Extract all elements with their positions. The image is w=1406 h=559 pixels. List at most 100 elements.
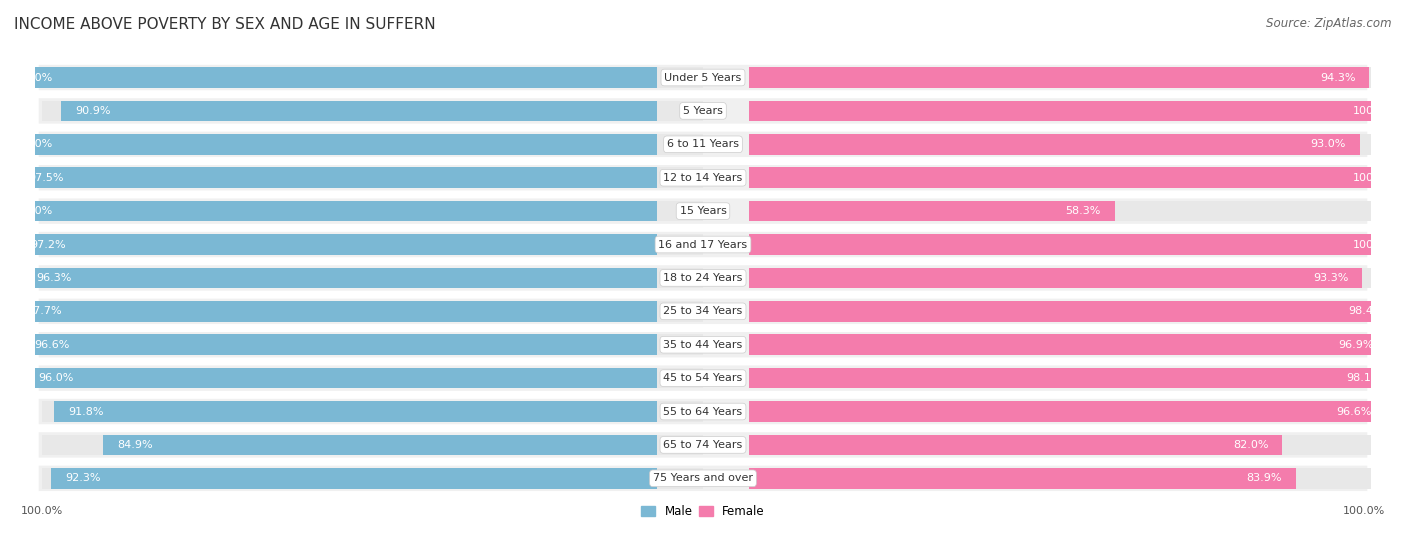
Bar xyxy=(42,401,703,422)
Bar xyxy=(749,167,1406,188)
Text: 96.0%: 96.0% xyxy=(39,373,75,383)
FancyBboxPatch shape xyxy=(39,165,1367,191)
Text: 15 Years: 15 Years xyxy=(679,206,727,216)
Bar xyxy=(42,167,703,188)
Bar xyxy=(749,134,1406,155)
FancyBboxPatch shape xyxy=(39,299,1367,324)
Bar xyxy=(51,468,657,489)
Text: 96.6%: 96.6% xyxy=(35,340,70,350)
Bar xyxy=(749,334,1406,355)
Bar xyxy=(749,301,1399,321)
Text: 96.6%: 96.6% xyxy=(1336,406,1371,416)
Bar xyxy=(749,201,1406,221)
Bar xyxy=(749,67,1369,88)
Bar xyxy=(15,234,657,255)
Bar xyxy=(749,167,1406,188)
Text: 94.3%: 94.3% xyxy=(1320,73,1355,83)
Bar xyxy=(42,234,703,255)
Text: 100.0%: 100.0% xyxy=(10,206,52,216)
Bar xyxy=(749,334,1388,355)
Bar xyxy=(749,234,1406,255)
Bar xyxy=(749,434,1282,455)
Bar xyxy=(42,434,703,455)
Text: 6 to 11 Years: 6 to 11 Years xyxy=(666,139,740,149)
Bar xyxy=(42,468,703,489)
FancyBboxPatch shape xyxy=(39,265,1367,291)
Text: 12 to 14 Years: 12 to 14 Years xyxy=(664,173,742,183)
Text: 90.9%: 90.9% xyxy=(75,106,110,116)
Bar xyxy=(42,67,703,88)
Bar xyxy=(749,301,1406,321)
Legend: Male, Female: Male, Female xyxy=(637,500,769,523)
Text: 96.9%: 96.9% xyxy=(1339,340,1374,350)
Bar xyxy=(749,268,1362,288)
Text: 93.3%: 93.3% xyxy=(1313,273,1348,283)
Text: 92.3%: 92.3% xyxy=(65,473,100,484)
Bar xyxy=(42,134,703,155)
Bar xyxy=(42,201,703,221)
Bar xyxy=(749,201,1115,221)
Bar xyxy=(42,368,703,389)
Bar xyxy=(0,201,657,221)
Bar xyxy=(749,368,1396,389)
Bar xyxy=(749,368,1406,389)
Text: 100.0%: 100.0% xyxy=(1354,239,1396,249)
Text: 18 to 24 Years: 18 to 24 Years xyxy=(664,273,742,283)
FancyBboxPatch shape xyxy=(39,198,1367,224)
Text: 93.0%: 93.0% xyxy=(1310,139,1346,149)
Bar xyxy=(749,268,1406,288)
FancyBboxPatch shape xyxy=(39,65,1367,90)
Bar xyxy=(13,301,657,321)
Bar xyxy=(749,468,1406,489)
Bar xyxy=(749,67,1406,88)
Bar xyxy=(749,401,1406,422)
Text: 84.9%: 84.9% xyxy=(117,440,153,450)
Text: Under 5 Years: Under 5 Years xyxy=(665,73,741,83)
Text: 100.0%: 100.0% xyxy=(1354,106,1396,116)
Bar xyxy=(20,334,657,355)
Text: 100.0%: 100.0% xyxy=(10,73,52,83)
Text: 96.3%: 96.3% xyxy=(37,273,72,283)
Text: 100.0%: 100.0% xyxy=(10,139,52,149)
Bar xyxy=(42,101,703,121)
FancyBboxPatch shape xyxy=(39,366,1367,391)
Bar xyxy=(22,268,657,288)
Text: 100.0%: 100.0% xyxy=(1354,173,1396,183)
Text: 16 and 17 Years: 16 and 17 Years xyxy=(658,239,748,249)
Bar xyxy=(60,101,657,121)
FancyBboxPatch shape xyxy=(39,232,1367,257)
Text: 97.2%: 97.2% xyxy=(31,239,66,249)
Text: INCOME ABOVE POVERTY BY SEX AND AGE IN SUFFERN: INCOME ABOVE POVERTY BY SEX AND AGE IN S… xyxy=(14,17,436,32)
Text: Source: ZipAtlas.com: Source: ZipAtlas.com xyxy=(1267,17,1392,30)
Text: 5 Years: 5 Years xyxy=(683,106,723,116)
Text: 97.7%: 97.7% xyxy=(27,306,62,316)
Bar xyxy=(24,368,657,389)
Bar xyxy=(749,468,1296,489)
Bar xyxy=(749,234,1406,255)
Bar xyxy=(749,401,1386,422)
Bar xyxy=(42,334,703,355)
Bar xyxy=(749,134,1360,155)
Text: 97.5%: 97.5% xyxy=(28,173,63,183)
Text: 65 to 74 Years: 65 to 74 Years xyxy=(664,440,742,450)
Text: 98.4%: 98.4% xyxy=(1348,306,1385,316)
Text: 25 to 34 Years: 25 to 34 Years xyxy=(664,306,742,316)
Bar xyxy=(0,134,657,155)
FancyBboxPatch shape xyxy=(39,131,1367,157)
Bar xyxy=(0,67,657,88)
Bar xyxy=(14,167,657,188)
FancyBboxPatch shape xyxy=(39,466,1367,491)
Bar xyxy=(749,434,1406,455)
Text: 35 to 44 Years: 35 to 44 Years xyxy=(664,340,742,350)
Bar xyxy=(749,101,1406,121)
Text: 91.8%: 91.8% xyxy=(69,406,104,416)
FancyBboxPatch shape xyxy=(39,432,1367,458)
Text: 98.1%: 98.1% xyxy=(1347,373,1382,383)
Text: 45 to 54 Years: 45 to 54 Years xyxy=(664,373,742,383)
Text: 58.3%: 58.3% xyxy=(1066,206,1101,216)
Bar xyxy=(55,401,657,422)
Bar xyxy=(42,301,703,321)
FancyBboxPatch shape xyxy=(39,399,1367,424)
Bar xyxy=(103,434,657,455)
FancyBboxPatch shape xyxy=(39,98,1367,124)
